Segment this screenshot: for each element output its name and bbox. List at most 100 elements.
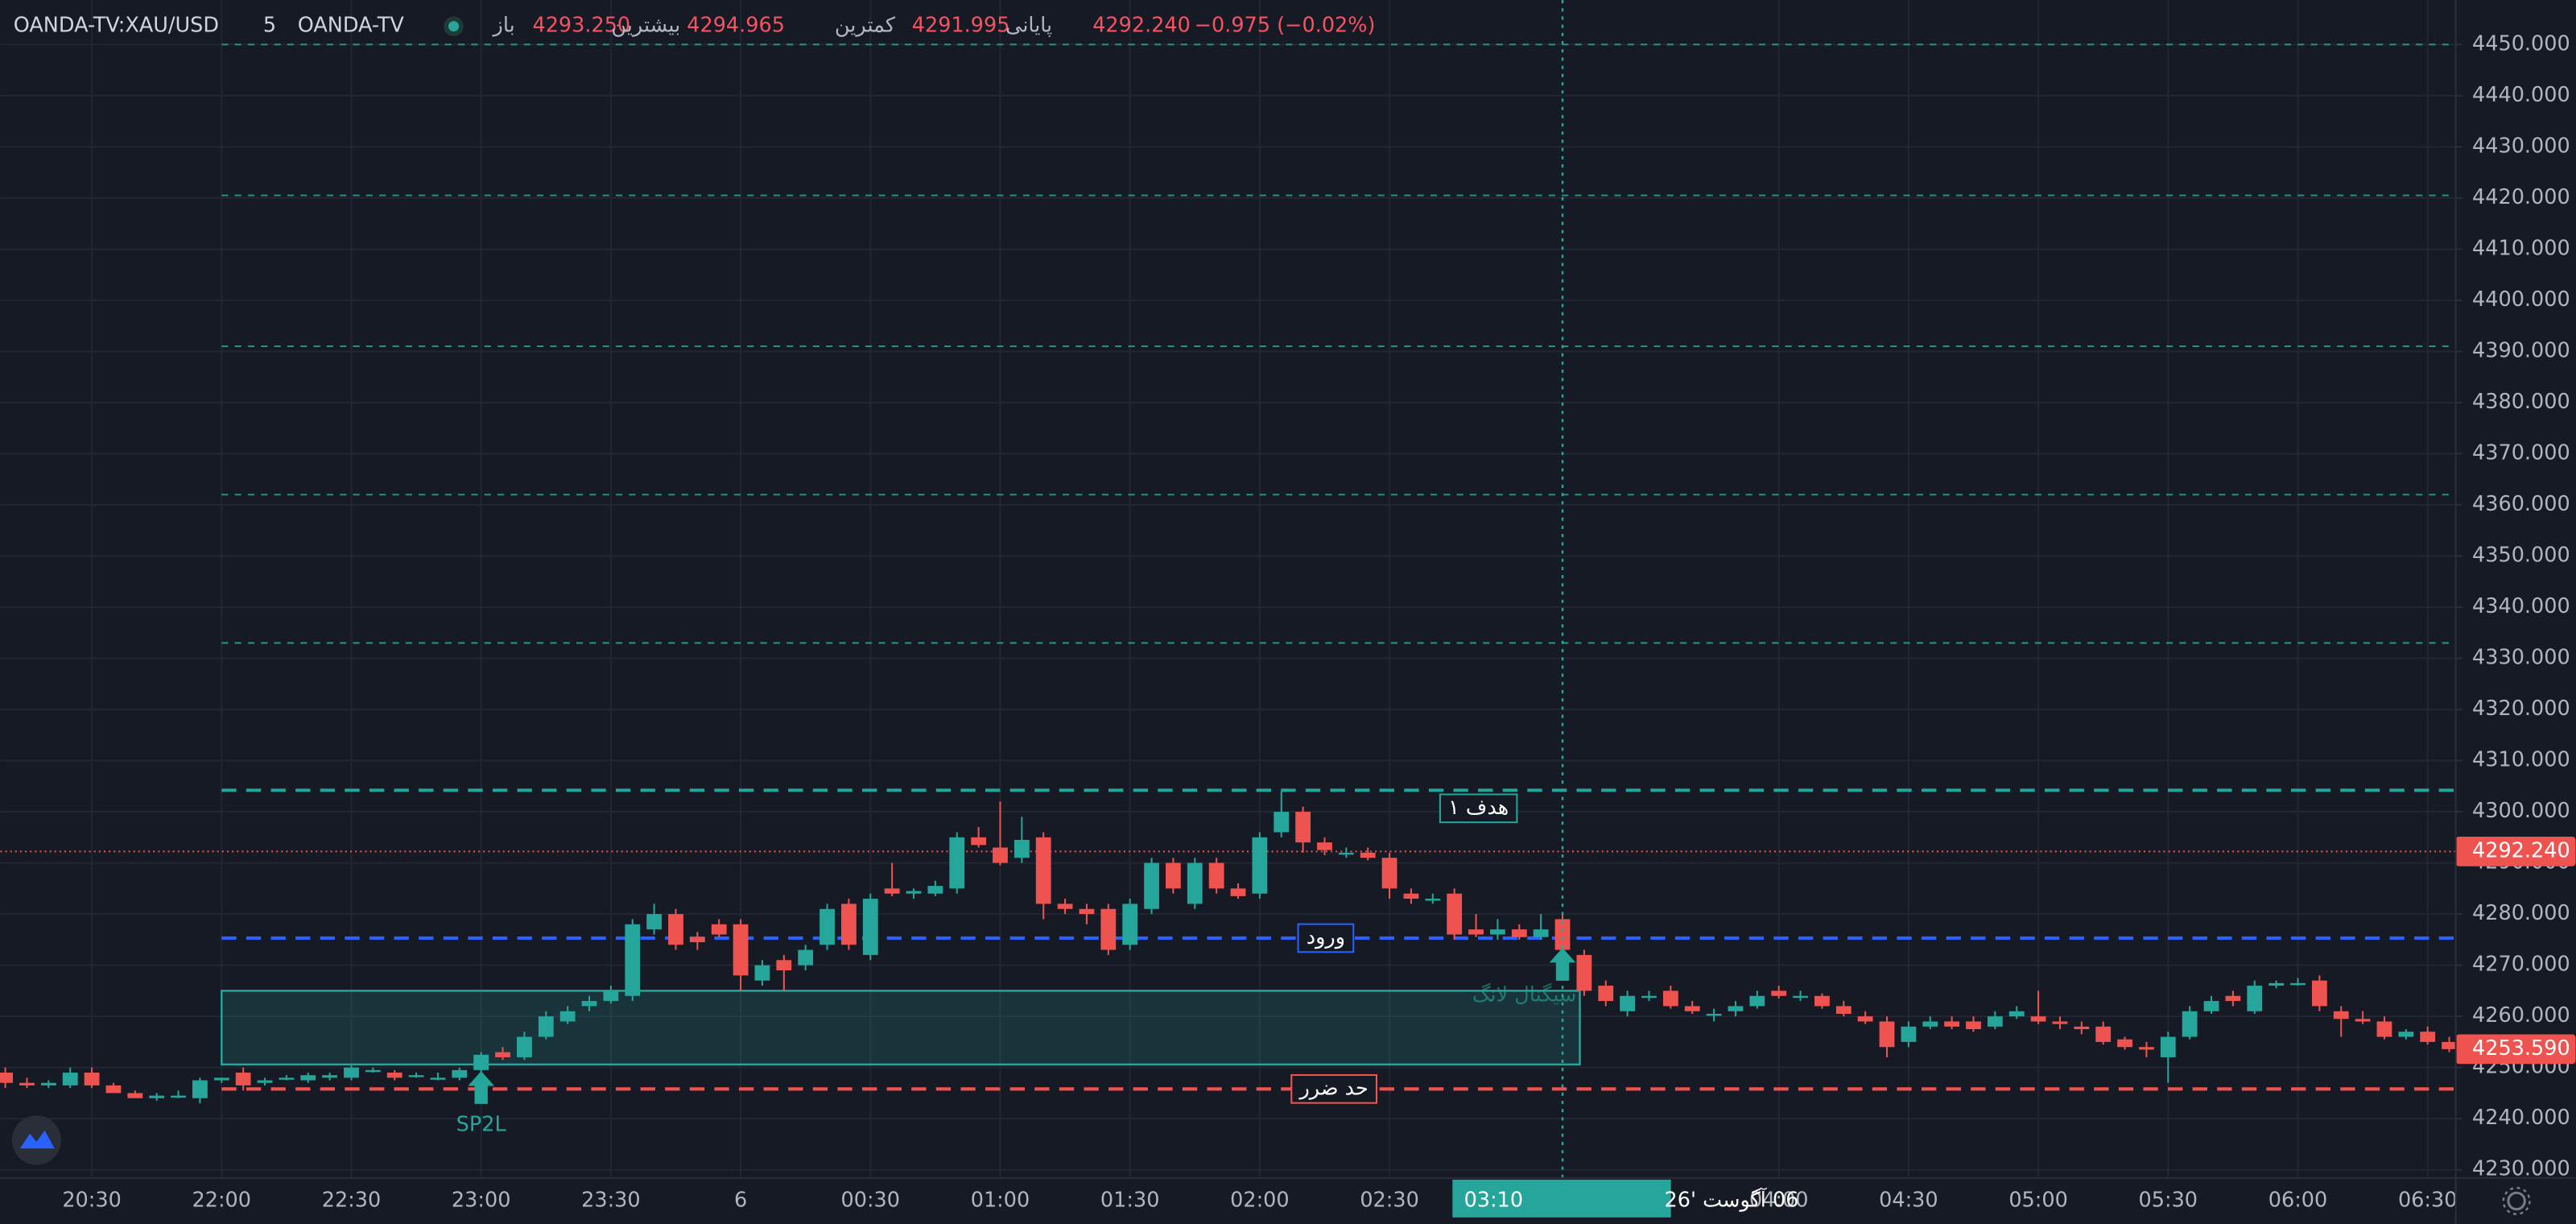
x-tick-label: 06:00 <box>2268 1188 2328 1212</box>
ohlc-label: باز <box>492 14 515 38</box>
candle-body <box>257 1080 273 1083</box>
candle-body <box>754 965 770 981</box>
level-label: ورود <box>1307 925 1345 949</box>
candle-body <box>1684 1006 1700 1011</box>
candle-body <box>1360 852 1376 858</box>
y-tick-label: 4390.000 <box>2472 338 2570 362</box>
candle-body <box>1230 888 1246 896</box>
candle-body <box>300 1075 316 1081</box>
symbol: OANDA-TV:XAU/USD <box>14 14 219 38</box>
y-tick-label: 4370.000 <box>2472 440 2570 465</box>
candle-body <box>819 908 835 945</box>
candle-body <box>538 1016 554 1037</box>
candle-body <box>192 1080 208 1098</box>
candle-body <box>1057 904 1073 909</box>
ohlc-change: −0.975 (−0.02%) <box>1195 14 1376 38</box>
candle-body <box>1706 1013 1722 1016</box>
candle-body <box>127 1093 143 1098</box>
candle-body <box>1879 1021 1895 1048</box>
candle-body <box>1317 842 1332 850</box>
candle-body <box>105 1085 122 1094</box>
crosshair-date: 06 آگوست '26 <box>1665 1187 1799 1212</box>
ohlc-value: 4292.240 <box>1092 14 1191 38</box>
candle-body <box>1511 929 1527 937</box>
candle-body <box>386 1073 402 1078</box>
candle-body <box>1835 1006 1852 1014</box>
y-tick-label: 4430.000 <box>2472 134 2570 158</box>
candle-body <box>1771 990 1787 996</box>
candle-body <box>2333 1011 2349 1019</box>
candle-body <box>408 1075 424 1077</box>
y-tick-label: 4260.000 <box>2472 1003 2570 1028</box>
x-tick-label: 23:00 <box>452 1188 511 1212</box>
candle-body <box>1166 862 1181 889</box>
ohlc-value: 4291.995 <box>912 14 1010 38</box>
candle-body <box>1035 837 1051 904</box>
logo[interactable] <box>11 1115 61 1165</box>
candle-body <box>2247 986 2263 1011</box>
price-box-label: 4292.240 <box>2472 838 2570 862</box>
candle-body <box>495 1052 510 1057</box>
y-tick-label: 4240.000 <box>2472 1106 2570 1130</box>
candle-body <box>1144 862 1159 909</box>
y-tick-label: 4280.000 <box>2472 901 2570 925</box>
candle-body <box>559 1011 576 1022</box>
candle-body <box>733 924 749 976</box>
settings-icon[interactable] <box>2502 1186 2531 1215</box>
candle-body <box>1295 812 1311 843</box>
y-tick-label: 4440.000 <box>2472 83 2570 107</box>
plot <box>0 43 2457 1104</box>
candle-body <box>646 914 663 930</box>
candle-body <box>1447 893 1463 935</box>
candle-body <box>1100 908 1117 950</box>
y-tick-label: 4320.000 <box>2472 697 2570 721</box>
candle-body <box>2355 1019 2371 1022</box>
candle-body <box>1079 908 1095 915</box>
candle-body <box>19 1082 35 1085</box>
candle-body <box>1987 1016 2003 1027</box>
x-tick-label: 01:00 <box>971 1188 1030 1212</box>
candle-body <box>473 1054 489 1070</box>
crosshair-time: 03:10 <box>1464 1188 1524 1212</box>
logo-circle[interactable] <box>11 1115 61 1165</box>
candle-body <box>2398 1032 2414 1037</box>
candle-body <box>149 1095 165 1098</box>
candle-body <box>1749 995 1765 1007</box>
source: OANDA-TV <box>298 14 405 38</box>
gear[interactable] <box>2507 1191 2526 1211</box>
y-tick-label: 4340.000 <box>2472 594 2570 618</box>
candle-body <box>2182 1011 2198 1037</box>
x-tick-label: 02:00 <box>1230 1188 1290 1212</box>
candle-body <box>1490 929 1505 935</box>
x-tick-label: 05:00 <box>2008 1188 2068 1212</box>
candle-body <box>40 1082 56 1085</box>
candle-body <box>798 949 814 966</box>
y-tick-label: 4380.000 <box>2472 390 2570 414</box>
x-tick-label: 06:30 <box>2398 1188 2457 1212</box>
candle-body <box>1013 840 1030 858</box>
candle-body <box>1641 995 1657 999</box>
candle-body <box>1857 1016 1873 1022</box>
level-label: هدف ۱ <box>1448 796 1509 820</box>
y-tick-label: 4400.000 <box>2472 287 2570 312</box>
candle-body <box>1576 954 1592 991</box>
candle-body <box>1922 1021 1938 1027</box>
candle-body <box>2095 1026 2112 1042</box>
x-tick-label: 04:00 <box>1749 1188 1809 1212</box>
overlay: 4230.0004240.0004250.0004260.0004270.000… <box>62 0 2576 1218</box>
y-tick-label: 4360.000 <box>2472 492 2570 516</box>
candle-body <box>625 924 641 996</box>
candle-body <box>1728 1006 1744 1011</box>
gear-teeth <box>2502 1186 2531 1215</box>
candle-body <box>2074 1026 2090 1030</box>
candle-body <box>2225 995 2241 1002</box>
x-tick-label: 20:30 <box>62 1188 121 1212</box>
candle-body <box>1425 899 1441 901</box>
candle-body <box>1662 990 1678 1007</box>
x-tick-label: 6 <box>734 1188 747 1212</box>
y-tick-label: 4410.000 <box>2472 236 2570 260</box>
signal-zone <box>221 990 1581 1066</box>
candle-body <box>1814 995 1830 1007</box>
